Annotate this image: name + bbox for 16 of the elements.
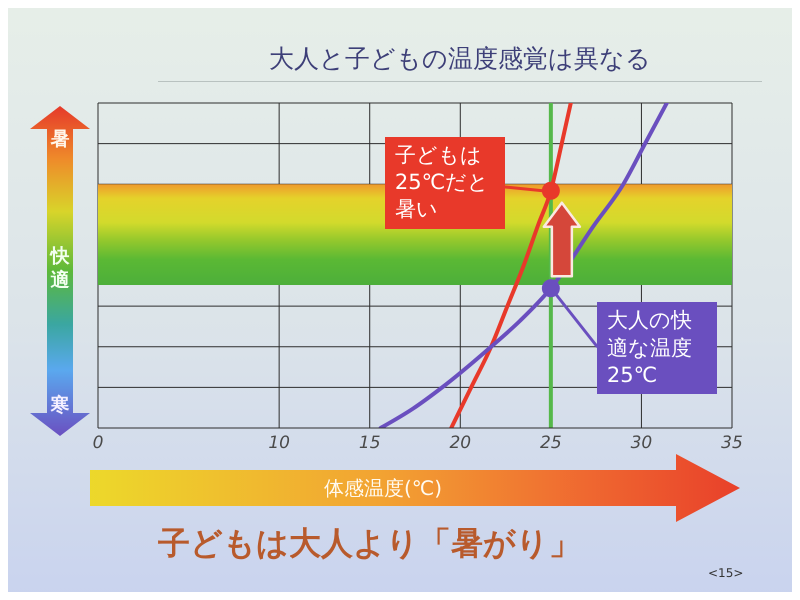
x-axis-title: 体感温度(℃) [322, 475, 444, 502]
text: 快適 [50, 244, 70, 292]
x-tick-label: 0 [92, 433, 104, 454]
x-tick-label: 10 [268, 433, 290, 454]
annotation: 大人の快適な温度25℃ [596, 302, 717, 394]
x-tick-label: 35 [721, 433, 743, 454]
chart-title: 大人と子どもの温度感覚は異なる [158, 42, 762, 82]
text: 寒 [50, 393, 70, 418]
x-tick-label: 25 [540, 433, 562, 454]
text: <15> [708, 566, 744, 580]
x-tick-label: 15 [358, 433, 381, 454]
annotation: 子どもは25℃だと暑い [384, 136, 505, 229]
x-tick-label: 30 [630, 433, 652, 454]
text: 暑 [50, 127, 70, 152]
text: 子どもは大人より「暑がり」 [158, 523, 581, 564]
x-tick-label: 20 [449, 433, 472, 454]
